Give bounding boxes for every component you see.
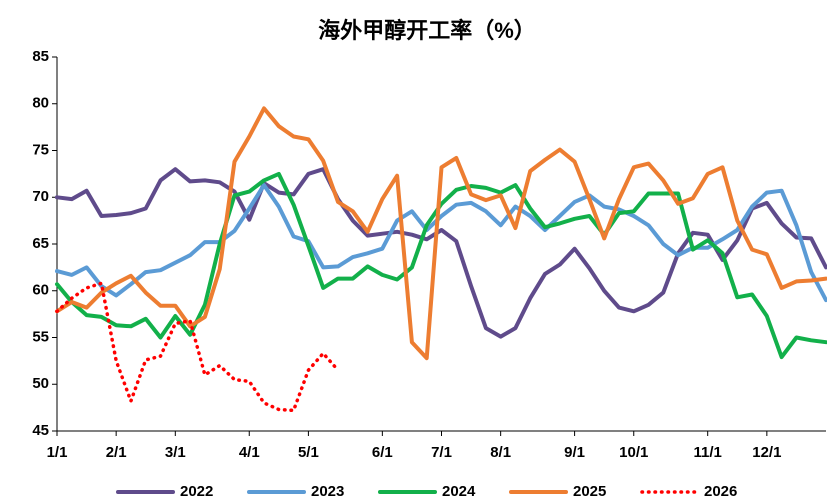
- series-line: [55, 171, 827, 360]
- y-tick-label: 80: [32, 95, 49, 112]
- y-tick-label: 85: [32, 48, 49, 65]
- y-tick-label: 50: [32, 375, 49, 392]
- y-tick-label: 70: [32, 188, 49, 205]
- y-tick-label: 60: [32, 282, 49, 299]
- legend-label: 2022: [180, 483, 213, 500]
- y-tick-label: 45: [32, 422, 49, 439]
- x-tick-label: 9/1: [564, 444, 585, 461]
- x-tick-label: 2/1: [106, 444, 127, 461]
- x-tick-label: 1/1: [47, 444, 68, 461]
- series-line: [55, 281, 340, 413]
- x-tick-label: 12/1: [752, 444, 781, 461]
- legend-label: 2026: [704, 483, 737, 500]
- x-tick-label: 6/1: [372, 444, 393, 461]
- legend-label: 2024: [442, 483, 476, 500]
- legend-label: 2023: [311, 483, 344, 500]
- x-tick-label: 4/1: [239, 444, 260, 461]
- x-tick-label: 10/1: [619, 444, 648, 461]
- x-tick-label: 7/1: [431, 444, 452, 461]
- series-line: [55, 106, 827, 361]
- legend-label: 2025: [573, 483, 606, 500]
- y-tick-label: 75: [32, 141, 49, 158]
- chart-title: 海外甲醇开工率（%）: [318, 18, 536, 43]
- x-tick-label: 5/1: [298, 444, 319, 461]
- y-tick-label: 65: [32, 235, 49, 252]
- x-tick-label: 11/1: [694, 444, 722, 461]
- series-line: [55, 167, 827, 339]
- y-tick-label: 55: [32, 328, 49, 345]
- x-tick-label: 3/1: [165, 444, 186, 461]
- x-tick-label: 8/1: [490, 444, 511, 461]
